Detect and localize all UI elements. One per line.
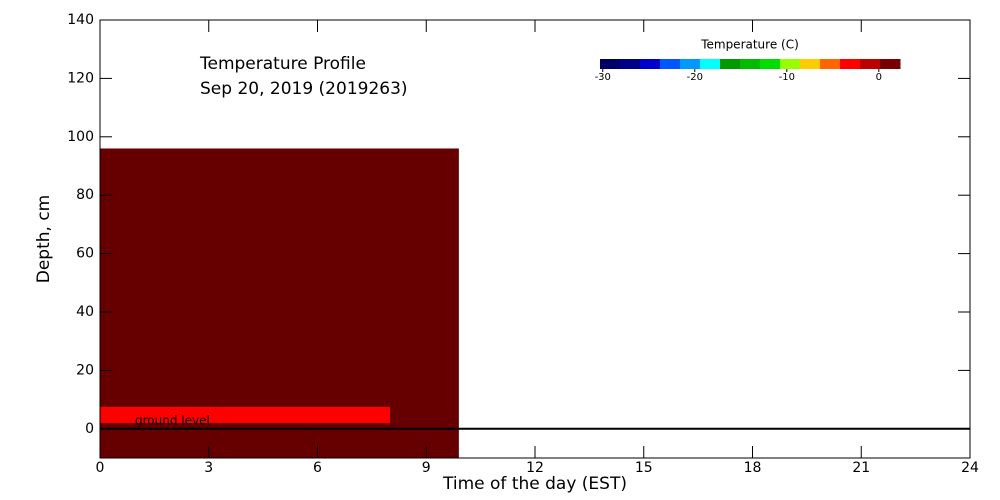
colorbar-segment [740,59,761,69]
colorbar-segment [760,59,781,69]
heat-cell [100,148,459,459]
y-tick-label: 0 [85,421,94,437]
colorbar-segment [680,59,701,69]
x-tick-label: 6 [313,460,322,476]
colorbar-segment [600,59,621,69]
y-tick-label: 20 [76,362,94,378]
colorbar-tick-label: -10 [779,72,795,83]
chart-title: Temperature Profile [199,54,366,74]
x-tick-label: 12 [526,460,544,476]
colorbar-tick-label: -20 [687,72,703,83]
colorbar-segment [860,59,881,69]
y-tick-label: 40 [76,304,94,320]
colorbar-title: Temperature (C) [700,38,799,52]
y-tick-label: 140 [67,12,94,28]
chart-subtitle: Sep 20, 2019 (2019263) [200,79,408,99]
annotation: ground level [135,414,210,428]
x-tick-label: 0 [96,460,105,476]
x-tick-label: 18 [744,460,762,476]
y-tick-label: 120 [67,70,94,86]
colorbar-segment [660,59,681,69]
colorbar-segment [880,59,901,69]
colorbar-tick-label: 0 [876,72,882,83]
colorbar-tick-label: -30 [595,72,611,83]
y-tick-label: 60 [76,246,94,262]
colorbar-segment [840,59,861,69]
x-tick-label: 9 [422,460,431,476]
colorbar-segment [640,59,661,69]
colorbar-segment [800,59,821,69]
y-axis-label: Depth, cm [34,195,54,284]
y-tick-label: 100 [67,129,94,145]
x-tick-label: 24 [961,460,979,476]
colorbar-segment [620,59,641,69]
x-tick-label: 15 [635,460,653,476]
colorbar-segment [780,59,801,69]
colorbar-segment [700,59,721,69]
x-tick-label: 3 [204,460,213,476]
colorbar-segment [820,59,841,69]
colorbar-segment [720,59,741,69]
x-axis-label: Time of the day (EST) [442,474,627,494]
y-tick-label: 80 [76,187,94,203]
heat-cell [100,406,390,423]
x-tick-label: 21 [852,460,870,476]
